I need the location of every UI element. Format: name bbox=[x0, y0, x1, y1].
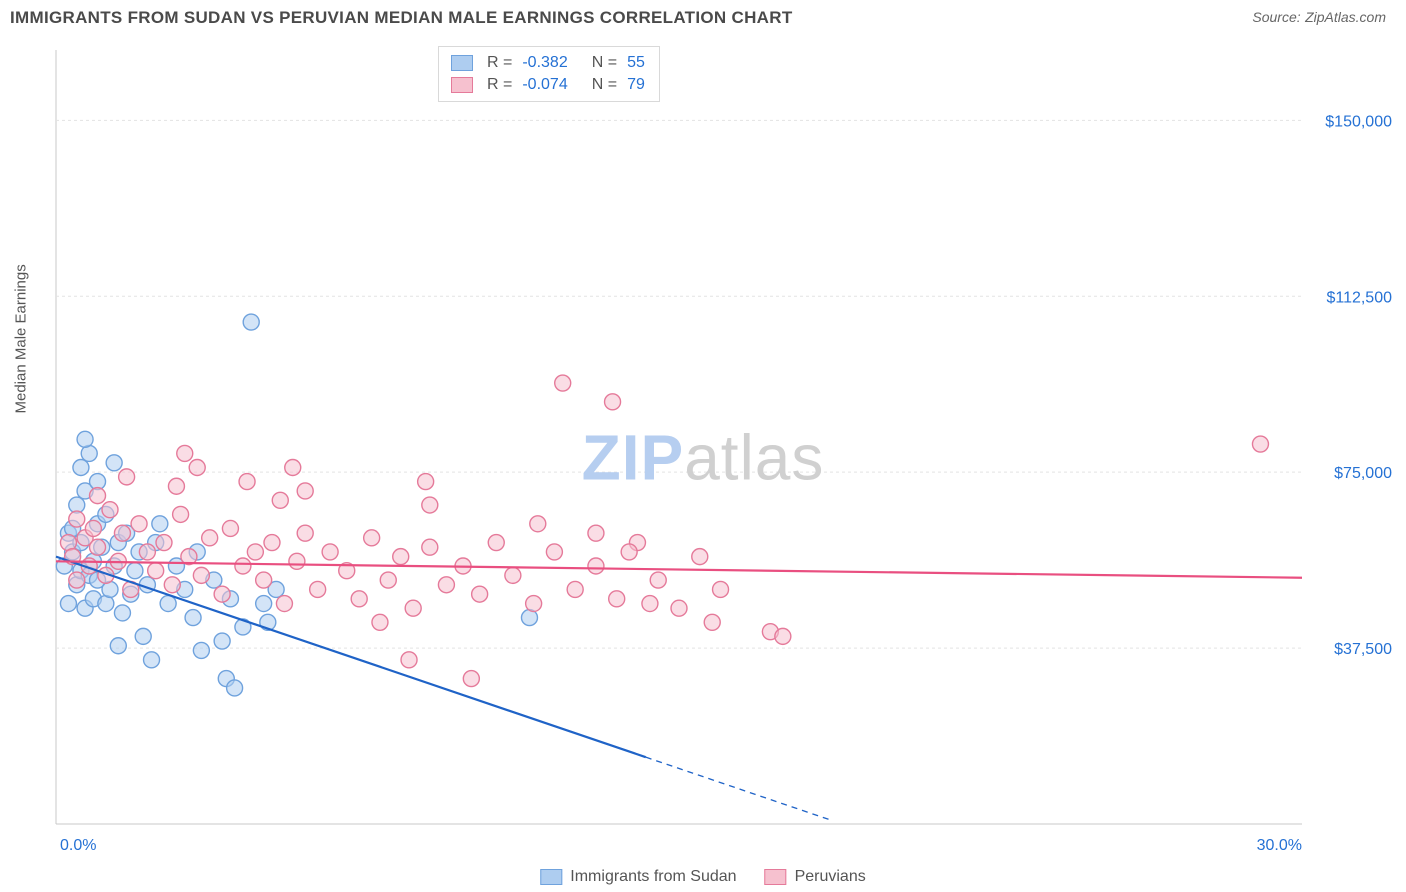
chart-container: ZIPatlas Median Male Earnings R = -0.382… bbox=[6, 46, 1400, 884]
n-label: N = bbox=[592, 52, 617, 74]
r-label: R = bbox=[487, 74, 512, 96]
y-axis-label: Median Male Earnings bbox=[13, 264, 30, 413]
legend-item-sudan: Immigrants from Sudan bbox=[540, 868, 736, 886]
svg-text:30.0%: 30.0% bbox=[1257, 837, 1302, 854]
chart-source: Source: ZipAtlas.com bbox=[1252, 9, 1386, 27]
stats-legend: R = -0.382 N = 55 R = -0.074 N = 79 bbox=[438, 46, 660, 102]
stats-row-peruvians: R = -0.074 N = 79 bbox=[451, 74, 645, 96]
series-legend: Immigrants from Sudan Peruvians bbox=[540, 868, 865, 886]
source-value: ZipAtlas.com bbox=[1305, 9, 1386, 25]
n-label: N = bbox=[592, 74, 617, 96]
svg-text:$37,500: $37,500 bbox=[1334, 641, 1392, 658]
r-label: R = bbox=[487, 52, 512, 74]
source-label: Source: bbox=[1252, 9, 1300, 25]
scatter-chart: $37,500 $75,000 $112,500 $150,000 0.0% 30.0% bbox=[6, 46, 1400, 884]
swatch-sudan bbox=[451, 55, 473, 71]
swatch-peruvians bbox=[451, 77, 473, 93]
legend-item-peruvians: Peruvians bbox=[765, 868, 866, 886]
chart-title: IMMIGRANTS FROM SUDAN VS PERUVIAN MEDIAN… bbox=[10, 8, 793, 28]
legend-label-sudan: Immigrants from Sudan bbox=[570, 868, 736, 885]
svg-text:$75,000: $75,000 bbox=[1334, 465, 1392, 482]
svg-text:$112,500: $112,500 bbox=[1326, 289, 1392, 306]
r-value-peruvians: -0.074 bbox=[522, 74, 567, 96]
svg-text:0.0%: 0.0% bbox=[60, 837, 96, 854]
n-value-sudan: 55 bbox=[627, 52, 645, 74]
chart-header: IMMIGRANTS FROM SUDAN VS PERUVIAN MEDIAN… bbox=[0, 0, 1406, 36]
svg-text:$150,000: $150,000 bbox=[1325, 113, 1392, 130]
swatch-peruvians bbox=[765, 869, 787, 885]
swatch-sudan bbox=[540, 869, 562, 885]
n-value-peruvians: 79 bbox=[627, 74, 645, 96]
stats-row-sudan: R = -0.382 N = 55 bbox=[451, 52, 645, 74]
legend-label-peruvians: Peruvians bbox=[795, 868, 866, 885]
r-value-sudan: -0.382 bbox=[522, 52, 567, 74]
